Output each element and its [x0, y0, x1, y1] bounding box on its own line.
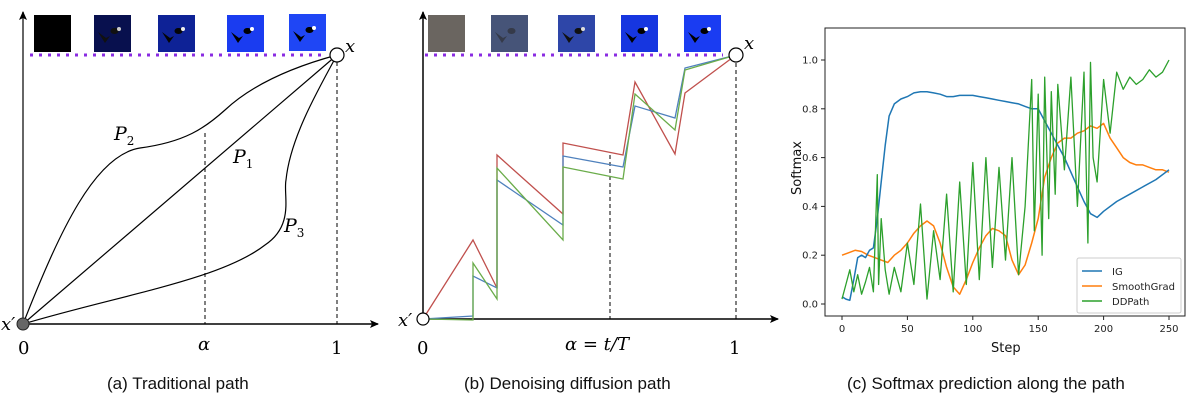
legend-label-smoothgrad: SmoothGrad [1112, 282, 1175, 293]
path-p2 [22, 54, 338, 325]
y-tick-label: 0.4 [802, 202, 818, 213]
thumbnail-strip [428, 15, 721, 52]
y-axis-label: Softmax [790, 141, 805, 195]
thumbnail-strip [34, 14, 326, 52]
panel-denoising-path: x x′ 0 α = t/T 1 (b) Denoising diffusion… [395, 0, 790, 405]
thumbnail-0 [428, 15, 465, 52]
x-tick-label: 200 [1094, 324, 1113, 335]
panel-softmax-chart: 0.0 0.2 0.4 0.6 0.8 1.0 0 50 100 150 200 250 Softm… [780, 0, 1188, 405]
target-label: x [744, 33, 754, 54]
legend: IG SmoothGrad DDPath [1076, 257, 1182, 314]
x-tick-1: 1 [331, 338, 342, 359]
legend-label-ddpath: DDPath [1112, 297, 1149, 308]
softmax-line-chart: 0.0 0.2 0.4 0.6 0.8 1.0 0 50 100 150 200 250 Softm… [790, 27, 1186, 356]
series-green [422, 54, 737, 321]
x-tick-alpha: α = t/T [565, 334, 631, 355]
origin-label: x′ [398, 310, 412, 331]
thumbnail-0 [34, 15, 71, 52]
series-red [422, 54, 737, 320]
caption-c: (c) Softmax prediction along the path [847, 374, 1125, 393]
target-point [329, 47, 345, 63]
series-ddpath [841, 59, 1170, 300]
p1-label: P1 [232, 146, 253, 171]
target-label: x [345, 36, 355, 57]
x-tick-label: 50 [901, 324, 914, 335]
y-tick-label: 1.0 [802, 56, 818, 67]
x-tick-alpha: α [198, 334, 210, 355]
path-p3 [22, 54, 338, 325]
bird-glyphs [98, 26, 316, 43]
x-tick-0: 0 [18, 338, 29, 359]
x-ticks: 0 50 100 150 200 250 [839, 316, 1179, 335]
y-tick-label: 0.2 [802, 251, 818, 262]
origin-point [416, 312, 430, 326]
denoising-path-diagram: x x′ 0 α = t/T 1 [398, 11, 779, 359]
y-tick-label: 0.6 [802, 153, 818, 164]
legend-label-ig: IG [1112, 267, 1123, 278]
y-ticks: 0.0 0.2 0.4 0.6 0.8 1.0 [802, 56, 825, 311]
bird-glyphs [495, 27, 711, 43]
x-tick-label: 0 [839, 324, 845, 335]
y-tick-label: 0.8 [802, 104, 818, 115]
series-lines [841, 59, 1170, 302]
traditional-path-diagram: x x′ P2 P1 P3 0 α 1 [1, 11, 379, 359]
x-tick-0: 0 [417, 338, 428, 359]
series-smoothgrad [841, 122, 1170, 295]
origin-label: x′ [1, 314, 15, 335]
x-tick-label: 150 [1029, 324, 1048, 335]
target-point [728, 47, 744, 63]
x-axis-label: Step [991, 341, 1021, 356]
caption-a: (a) Traditional path [107, 374, 249, 393]
y-tick-label: 0.0 [802, 300, 818, 311]
p2-label: P2 [113, 123, 134, 148]
x-tick-label: 250 [1159, 324, 1178, 335]
p3-label: P3 [283, 215, 304, 240]
series-blue [422, 54, 737, 320]
panel-traditional-path: x x′ P2 P1 P3 0 α 1 (a) Traditional path [0, 0, 395, 405]
x-tick-1: 1 [729, 338, 740, 359]
path-p1 [22, 54, 338, 325]
x-tick-label: 100 [963, 324, 982, 335]
caption-b: (b) Denoising diffusion path [464, 374, 671, 393]
origin-point [16, 317, 30, 331]
